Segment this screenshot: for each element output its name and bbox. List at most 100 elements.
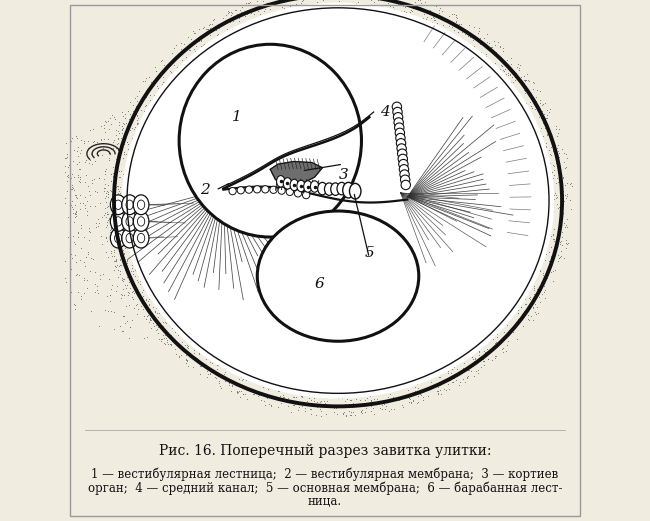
Point — [181, 226, 192, 234]
Point — [376, 405, 387, 413]
Point — [251, 1, 261, 9]
Point — [145, 314, 155, 322]
Point — [188, 270, 199, 279]
Point — [107, 206, 117, 215]
Point — [448, 18, 459, 27]
Point — [205, 31, 215, 39]
Point — [111, 144, 122, 152]
Point — [538, 119, 549, 127]
Point — [65, 191, 75, 199]
Point — [208, 248, 218, 256]
Point — [228, 23, 239, 32]
Point — [150, 302, 161, 310]
Point — [164, 189, 174, 197]
Point — [153, 334, 164, 343]
Point — [106, 177, 116, 185]
Point — [436, 380, 446, 389]
Point — [177, 253, 188, 262]
Point — [71, 210, 81, 218]
Point — [127, 295, 138, 303]
Point — [179, 234, 189, 243]
Point — [114, 223, 124, 231]
Point — [259, 7, 269, 16]
Point — [53, 277, 63, 285]
Point — [136, 99, 146, 107]
Point — [317, 412, 327, 420]
Point — [437, 7, 448, 16]
Point — [421, 15, 431, 23]
Point — [177, 244, 187, 253]
Point — [119, 250, 129, 258]
Point — [132, 238, 142, 246]
Point — [434, 9, 444, 17]
Circle shape — [398, 159, 408, 169]
Point — [70, 212, 81, 220]
Point — [185, 46, 196, 54]
Point — [525, 95, 536, 104]
Point — [151, 304, 161, 312]
Circle shape — [262, 185, 269, 193]
Point — [159, 284, 169, 292]
Point — [131, 171, 141, 179]
Point — [474, 24, 484, 32]
Point — [150, 157, 161, 166]
Point — [536, 134, 546, 143]
Point — [122, 240, 133, 249]
Point — [71, 191, 81, 200]
Point — [122, 258, 133, 267]
Point — [118, 225, 128, 233]
Point — [120, 150, 131, 158]
Point — [233, 21, 243, 29]
Point — [79, 139, 90, 147]
Point — [111, 227, 122, 235]
Point — [396, 0, 407, 7]
Point — [106, 223, 116, 231]
Point — [131, 166, 142, 175]
Point — [75, 178, 86, 187]
Point — [161, 334, 171, 342]
Point — [137, 288, 148, 296]
Point — [325, 403, 335, 411]
Point — [122, 138, 133, 146]
Point — [508, 78, 518, 86]
Point — [233, 375, 244, 383]
Point — [548, 173, 558, 182]
Point — [408, 398, 419, 406]
Point — [185, 353, 196, 362]
Point — [69, 146, 79, 154]
Point — [56, 179, 66, 188]
Point — [486, 333, 497, 341]
Ellipse shape — [297, 180, 306, 192]
Point — [406, 6, 416, 14]
Point — [330, 0, 340, 8]
Text: 1: 1 — [231, 110, 241, 124]
Point — [140, 102, 150, 110]
Point — [447, 365, 458, 373]
Point — [116, 290, 127, 298]
Point — [545, 243, 556, 251]
Point — [531, 93, 541, 101]
Point — [237, 10, 248, 18]
Point — [298, 0, 309, 3]
Point — [288, 393, 298, 402]
Point — [166, 190, 177, 199]
Point — [114, 144, 125, 152]
Point — [129, 232, 139, 240]
Point — [106, 229, 116, 237]
Point — [171, 180, 181, 188]
Point — [182, 357, 192, 365]
Point — [508, 322, 519, 331]
Point — [179, 45, 189, 53]
Point — [106, 145, 116, 153]
Point — [140, 216, 150, 224]
Point — [139, 170, 150, 178]
Point — [81, 156, 91, 165]
Point — [67, 181, 77, 189]
Point — [70, 305, 80, 313]
Point — [400, 7, 411, 16]
Point — [157, 335, 167, 343]
Point — [306, 405, 316, 413]
Point — [337, 0, 347, 4]
Point — [115, 270, 125, 278]
Point — [55, 237, 65, 245]
